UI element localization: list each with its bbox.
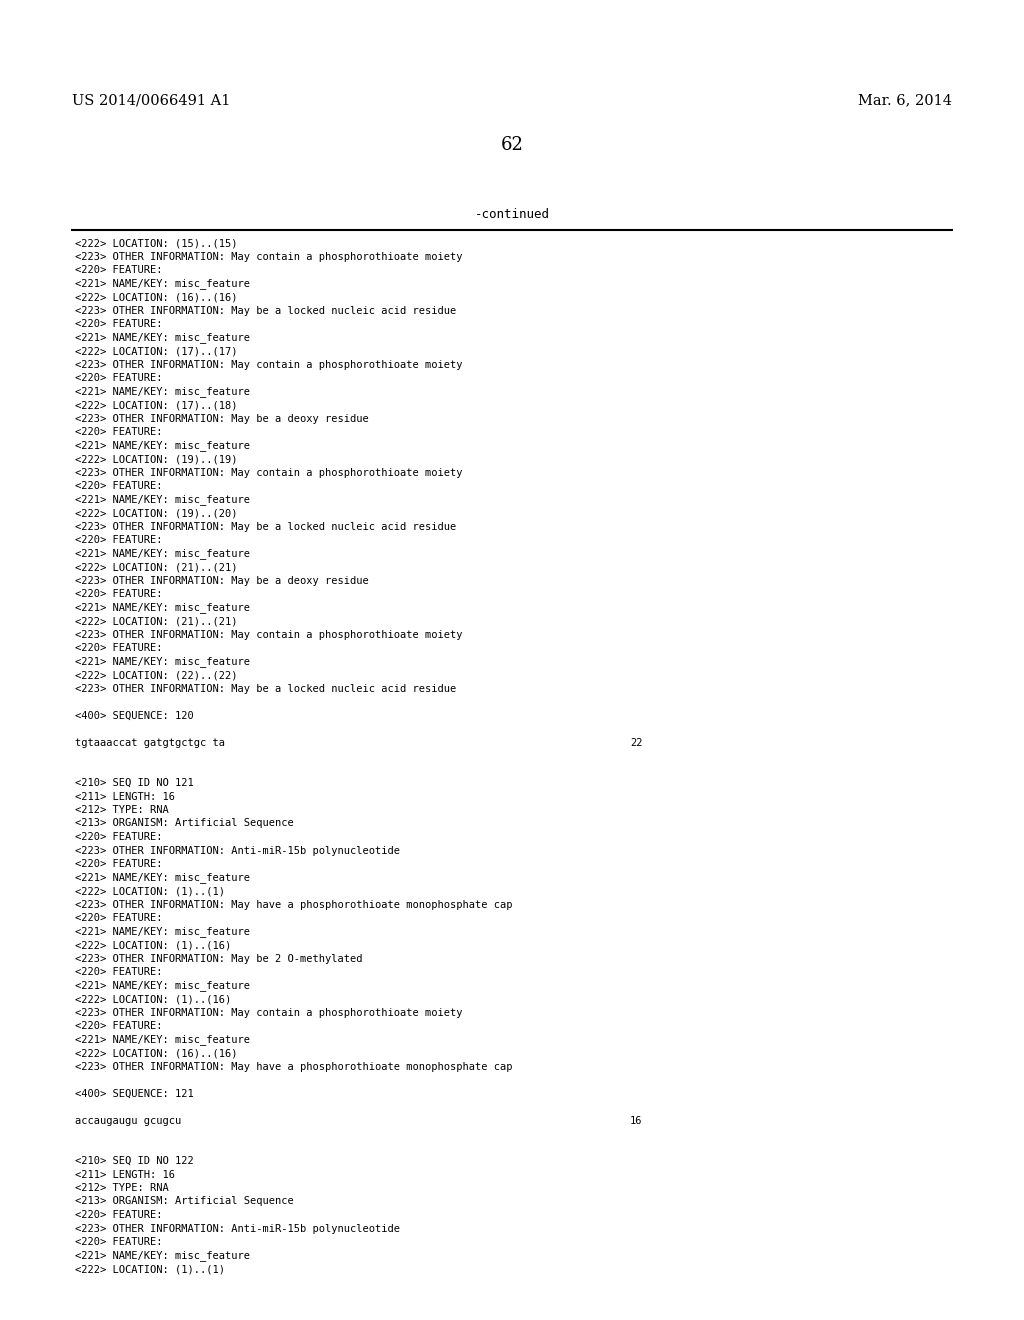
Text: <222> LOCATION: (1)..(16): <222> LOCATION: (1)..(16)	[75, 940, 231, 950]
Text: <222> LOCATION: (1)..(16): <222> LOCATION: (1)..(16)	[75, 994, 231, 1005]
Text: <222> LOCATION: (22)..(22): <222> LOCATION: (22)..(22)	[75, 671, 238, 680]
Text: <222> LOCATION: (19)..(20): <222> LOCATION: (19)..(20)	[75, 508, 238, 517]
Text: <222> LOCATION: (21)..(21): <222> LOCATION: (21)..(21)	[75, 562, 238, 572]
Text: <223> OTHER INFORMATION: May have a phosphorothioate monophosphate cap: <223> OTHER INFORMATION: May have a phos…	[75, 899, 512, 909]
Text: <222> LOCATION: (15)..(15): <222> LOCATION: (15)..(15)	[75, 238, 238, 248]
Text: <220> FEATURE:: <220> FEATURE:	[75, 643, 163, 653]
Text: tgtaaaccat gatgtgctgc ta: tgtaaaccat gatgtgctgc ta	[75, 738, 225, 747]
Text: <222> LOCATION: (19)..(19): <222> LOCATION: (19)..(19)	[75, 454, 238, 465]
Text: <222> LOCATION: (17)..(17): <222> LOCATION: (17)..(17)	[75, 346, 238, 356]
Text: <400> SEQUENCE: 120: <400> SEQUENCE: 120	[75, 710, 194, 721]
Text: <211> LENGTH: 16: <211> LENGTH: 16	[75, 792, 175, 801]
Text: <221> NAME/KEY: misc_feature: <221> NAME/KEY: misc_feature	[75, 873, 250, 883]
Text: <221> NAME/KEY: misc_feature: <221> NAME/KEY: misc_feature	[75, 440, 250, 451]
Text: US 2014/0066491 A1: US 2014/0066491 A1	[72, 92, 230, 107]
Text: <220> FEATURE:: <220> FEATURE:	[75, 1020, 163, 1031]
Text: 16: 16	[630, 1115, 642, 1126]
Text: <213> ORGANISM: Artificial Sequence: <213> ORGANISM: Artificial Sequence	[75, 818, 294, 829]
Text: <221> NAME/KEY: misc_feature: <221> NAME/KEY: misc_feature	[75, 548, 250, 558]
Text: <220> FEATURE:: <220> FEATURE:	[75, 1237, 163, 1247]
Text: <223> OTHER INFORMATION: May contain a phosphorothioate moiety: <223> OTHER INFORMATION: May contain a p…	[75, 467, 463, 478]
Text: <223> OTHER INFORMATION: May be a locked nucleic acid residue: <223> OTHER INFORMATION: May be a locked…	[75, 521, 457, 532]
Text: <221> NAME/KEY: misc_feature: <221> NAME/KEY: misc_feature	[75, 385, 250, 397]
Text: <220> FEATURE:: <220> FEATURE:	[75, 913, 163, 923]
Text: <220> FEATURE:: <220> FEATURE:	[75, 374, 163, 383]
Text: <212> TYPE: RNA: <212> TYPE: RNA	[75, 805, 169, 814]
Text: <213> ORGANISM: Artificial Sequence: <213> ORGANISM: Artificial Sequence	[75, 1196, 294, 1206]
Text: <220> FEATURE:: <220> FEATURE:	[75, 859, 163, 869]
Text: <221> NAME/KEY: misc_feature: <221> NAME/KEY: misc_feature	[75, 494, 250, 506]
Text: <223> OTHER INFORMATION: May contain a phosphorothioate moiety: <223> OTHER INFORMATION: May contain a p…	[75, 252, 463, 261]
Text: <222> LOCATION: (16)..(16): <222> LOCATION: (16)..(16)	[75, 292, 238, 302]
Text: <223> OTHER INFORMATION: May contain a phosphorothioate moiety: <223> OTHER INFORMATION: May contain a p…	[75, 630, 463, 639]
Text: <220> FEATURE:: <220> FEATURE:	[75, 832, 163, 842]
Text: <220> FEATURE:: <220> FEATURE:	[75, 968, 163, 977]
Text: <220> FEATURE:: <220> FEATURE:	[75, 535, 163, 545]
Text: 62: 62	[501, 136, 523, 154]
Text: <223> OTHER INFORMATION: Anti-miR-15b polynucleotide: <223> OTHER INFORMATION: Anti-miR-15b po…	[75, 846, 400, 855]
Text: <211> LENGTH: 16: <211> LENGTH: 16	[75, 1170, 175, 1180]
Text: <220> FEATURE:: <220> FEATURE:	[75, 589, 163, 599]
Text: Mar. 6, 2014: Mar. 6, 2014	[858, 92, 952, 107]
Text: <220> FEATURE:: <220> FEATURE:	[75, 426, 163, 437]
Text: <220> FEATURE:: <220> FEATURE:	[75, 480, 163, 491]
Text: <223> OTHER INFORMATION: May be a deoxy residue: <223> OTHER INFORMATION: May be a deoxy …	[75, 413, 369, 424]
Text: <221> NAME/KEY: misc_feature: <221> NAME/KEY: misc_feature	[75, 333, 250, 343]
Text: <221> NAME/KEY: misc_feature: <221> NAME/KEY: misc_feature	[75, 602, 250, 612]
Text: <222> LOCATION: (1)..(1): <222> LOCATION: (1)..(1)	[75, 886, 225, 896]
Text: <220> FEATURE:: <220> FEATURE:	[75, 265, 163, 275]
Text: <223> OTHER INFORMATION: May contain a phosphorothioate moiety: <223> OTHER INFORMATION: May contain a p…	[75, 1007, 463, 1018]
Text: <223> OTHER INFORMATION: May have a phosphorothioate monophosphate cap: <223> OTHER INFORMATION: May have a phos…	[75, 1061, 512, 1072]
Text: <223> OTHER INFORMATION: Anti-miR-15b polynucleotide: <223> OTHER INFORMATION: Anti-miR-15b po…	[75, 1224, 400, 1233]
Text: <220> FEATURE:: <220> FEATURE:	[75, 1210, 163, 1220]
Text: 22: 22	[630, 738, 642, 747]
Text: <223> OTHER INFORMATION: May be a deoxy residue: <223> OTHER INFORMATION: May be a deoxy …	[75, 576, 369, 586]
Text: <221> NAME/KEY: misc_feature: <221> NAME/KEY: misc_feature	[75, 927, 250, 937]
Text: <222> LOCATION: (16)..(16): <222> LOCATION: (16)..(16)	[75, 1048, 238, 1059]
Text: <223> OTHER INFORMATION: May be a locked nucleic acid residue: <223> OTHER INFORMATION: May be a locked…	[75, 684, 457, 693]
Text: <223> OTHER INFORMATION: May be 2 O-methylated: <223> OTHER INFORMATION: May be 2 O-meth…	[75, 953, 362, 964]
Text: -continued: -continued	[474, 209, 550, 222]
Text: <210> SEQ ID NO 121: <210> SEQ ID NO 121	[75, 777, 194, 788]
Text: <221> NAME/KEY: misc_feature: <221> NAME/KEY: misc_feature	[75, 1250, 250, 1261]
Text: <220> FEATURE:: <220> FEATURE:	[75, 319, 163, 329]
Text: <221> NAME/KEY: misc_feature: <221> NAME/KEY: misc_feature	[75, 1034, 250, 1045]
Text: <222> LOCATION: (17)..(18): <222> LOCATION: (17)..(18)	[75, 400, 238, 411]
Text: accaugaugu gcugcu: accaugaugu gcugcu	[75, 1115, 181, 1126]
Text: <222> LOCATION: (21)..(21): <222> LOCATION: (21)..(21)	[75, 616, 238, 626]
Text: <221> NAME/KEY: misc_feature: <221> NAME/KEY: misc_feature	[75, 279, 250, 289]
Text: <223> OTHER INFORMATION: May be a locked nucleic acid residue: <223> OTHER INFORMATION: May be a locked…	[75, 305, 457, 315]
Text: <210> SEQ ID NO 122: <210> SEQ ID NO 122	[75, 1156, 194, 1166]
Text: <223> OTHER INFORMATION: May contain a phosphorothioate moiety: <223> OTHER INFORMATION: May contain a p…	[75, 359, 463, 370]
Text: <400> SEQUENCE: 121: <400> SEQUENCE: 121	[75, 1089, 194, 1098]
Text: <212> TYPE: RNA: <212> TYPE: RNA	[75, 1183, 169, 1193]
Text: <221> NAME/KEY: misc_feature: <221> NAME/KEY: misc_feature	[75, 979, 250, 991]
Text: <222> LOCATION: (1)..(1): <222> LOCATION: (1)..(1)	[75, 1265, 225, 1274]
Text: <221> NAME/KEY: misc_feature: <221> NAME/KEY: misc_feature	[75, 656, 250, 667]
